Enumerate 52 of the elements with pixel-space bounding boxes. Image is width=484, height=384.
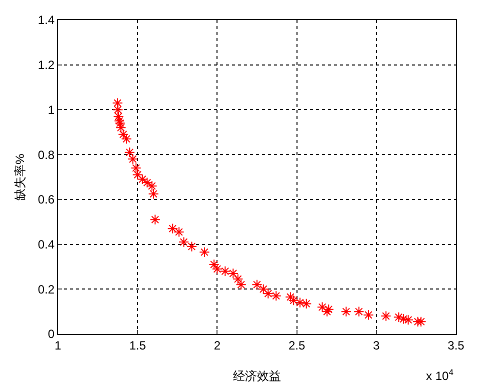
point	[199, 246, 210, 258]
point	[412, 316, 424, 327]
point	[258, 284, 269, 294]
y-tick-label: 1.2	[38, 58, 55, 72]
point	[228, 268, 238, 279]
y-tick-label: 0.6	[38, 192, 55, 207]
y-tick-label: 0	[48, 327, 55, 342]
point	[285, 292, 296, 302]
point	[178, 236, 190, 248]
point	[252, 279, 262, 290]
point	[232, 274, 244, 284]
point	[128, 154, 138, 164]
point	[208, 259, 220, 270]
point	[112, 104, 124, 116]
point	[262, 288, 274, 299]
x-axis-title: 经济效益	[233, 369, 281, 383]
y-tick-label: 0.8	[38, 148, 55, 162]
point	[130, 162, 142, 174]
point	[167, 223, 178, 234]
point	[148, 188, 159, 200]
y-tick-label: 0.4	[38, 237, 55, 252]
y-tick-label: 1.4	[38, 13, 55, 28]
point	[220, 266, 230, 276]
point	[416, 316, 426, 327]
point	[118, 129, 129, 140]
point	[113, 111, 124, 122]
y-tick-label: 0.2	[38, 282, 55, 296]
x-tick-label: 2	[214, 338, 221, 352]
point	[212, 264, 222, 274]
point	[236, 279, 246, 290]
point	[288, 295, 299, 306]
point	[132, 169, 143, 180]
point	[116, 122, 126, 133]
point	[150, 214, 160, 225]
point	[316, 302, 328, 312]
point	[340, 306, 352, 317]
point	[124, 147, 135, 158]
point	[380, 310, 392, 322]
point	[186, 241, 198, 252]
point	[354, 306, 364, 317]
point	[121, 134, 132, 144]
x-tick-label: 1.5	[129, 338, 146, 352]
x-tick-label: 2.5	[288, 338, 306, 352]
point	[112, 98, 123, 108]
point	[363, 310, 374, 320]
text: x 10$^{4}$	[426, 367, 454, 384]
point	[270, 290, 282, 302]
y-axis-title: 缺失率%	[13, 153, 27, 200]
x-tick-label: 3	[373, 338, 380, 352]
y-tick-label: 1	[48, 102, 55, 117]
point	[174, 226, 184, 238]
x-tick-label: 3.5	[448, 338, 465, 352]
